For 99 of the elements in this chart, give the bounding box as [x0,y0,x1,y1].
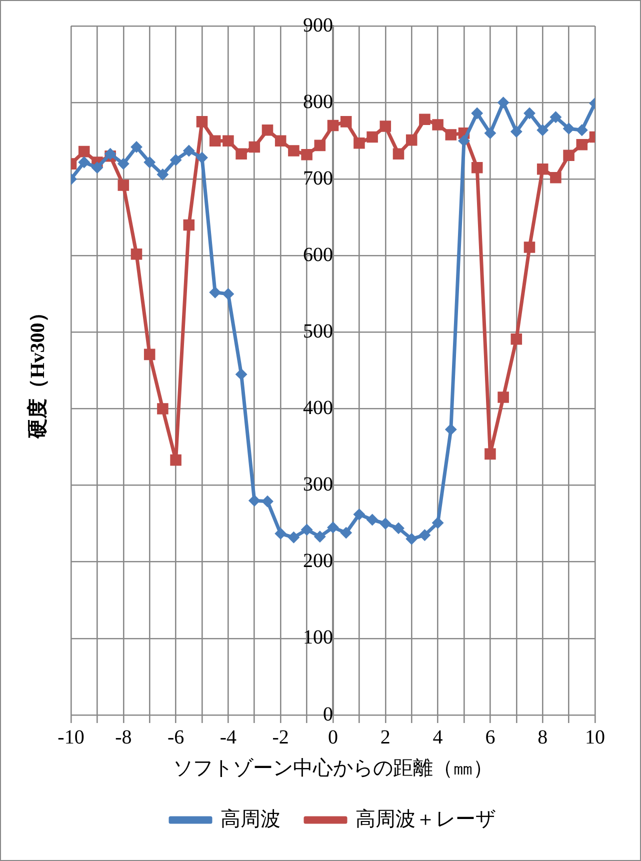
point [92,162,102,173]
point [302,524,312,535]
point [576,139,588,150]
point [419,114,430,126]
y-tick-label: 700 [303,167,333,190]
point [327,120,339,132]
point [210,287,220,298]
point [380,120,392,132]
point [196,152,208,163]
point [144,348,156,360]
point [393,522,404,534]
point [406,134,418,146]
point [236,148,247,160]
y-tick-label: 500 [303,320,333,342]
point [78,157,90,168]
y-tick-label: 300 [303,474,333,496]
point [367,514,378,526]
point [445,129,457,140]
point [576,124,588,136]
point [406,534,417,544]
point [183,219,195,231]
point [392,148,404,160]
point [249,495,260,506]
point [550,112,561,122]
point [248,141,260,153]
point [170,454,182,466]
point [209,135,221,146]
y-tick-label: 100 [303,626,333,649]
point [446,424,456,435]
point [419,530,430,540]
point [471,162,483,174]
point [328,522,338,533]
point [563,150,574,162]
y-axis-title: 硬度（Hv300） [26,302,50,440]
point [524,108,535,119]
point [354,137,365,149]
point [288,532,299,543]
point [262,124,274,136]
legend-label: 高周波 [220,807,280,830]
point [118,158,129,170]
point [301,148,312,160]
point [340,116,352,128]
point [105,148,116,160]
point [288,145,300,156]
point [484,448,496,460]
point [275,528,286,539]
y-tick-label: 800 [303,90,333,113]
point [472,108,482,119]
point [536,164,548,175]
x-tick-label: -8 [115,726,132,748]
x-tick-label: -4 [220,726,237,748]
x-tick-label: 2 [380,726,390,748]
point [432,518,444,528]
x-tick-label: 8 [538,726,548,748]
x-tick-label: -6 [167,726,184,748]
x-tick-label: -10 [58,726,84,748]
point [196,116,208,128]
point [222,135,234,146]
point [380,518,391,529]
point [537,124,548,136]
x-tick-label: -2 [272,726,289,748]
point [157,169,168,180]
point [354,509,364,520]
point [510,333,522,345]
y-tick-label: 400 [303,397,333,420]
point [78,146,90,158]
point [550,172,562,184]
point [144,157,155,168]
point [184,146,194,156]
point [222,288,234,300]
point [484,128,496,138]
legend-label: 高周波＋レーザ [356,807,496,830]
point [498,97,509,108]
point [131,142,142,152]
point [432,119,444,130]
point [262,496,273,507]
point [314,140,326,152]
point [511,126,522,137]
point [170,154,182,166]
point [564,123,574,134]
y-tick-label: 600 [303,244,333,266]
x-tick-label: 4 [432,726,443,748]
point [366,131,378,143]
point [157,403,168,414]
point [236,369,247,380]
point [498,392,509,403]
point [130,248,142,260]
y-tick-label: 200 [303,550,333,572]
x-tick-label: 10 [585,726,605,748]
point [340,528,352,538]
x-tick-label: 6 [485,726,496,748]
point [274,135,286,146]
point [314,531,326,542]
y-tick-label: 0 [323,703,333,726]
point [524,242,536,253]
point [458,136,470,146]
x-axis-title: ソフトゾーン中心からの距離（㎜） [173,757,493,780]
y-tick-label: 900 [303,14,333,36]
point [118,180,130,191]
